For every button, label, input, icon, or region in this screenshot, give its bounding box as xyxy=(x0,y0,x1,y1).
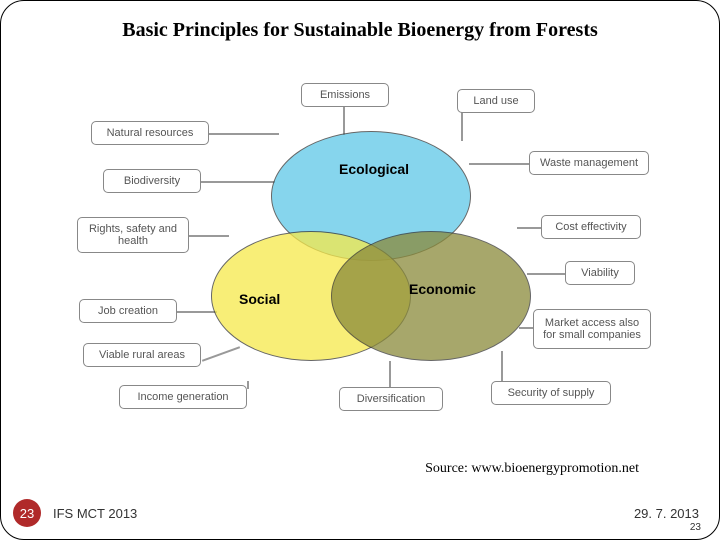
venn-diagram: Ecological Social Economic Emissions Lan… xyxy=(71,81,651,431)
venn-label-ecological: Ecological xyxy=(339,161,409,177)
footer-date: 29. 7. 2013 xyxy=(634,506,699,521)
connector xyxy=(343,107,345,135)
box-diversification: Diversification xyxy=(339,387,443,411)
connector xyxy=(527,273,565,275)
footer-small-number: 23 xyxy=(690,522,701,533)
venn-label-economic: Economic xyxy=(409,281,476,297)
box-cost-effectivity: Cost effectivity xyxy=(541,215,641,239)
connector xyxy=(201,181,275,183)
box-waste-management: Waste management xyxy=(529,151,649,175)
connector xyxy=(461,111,463,141)
box-rights: Rights, safety and health xyxy=(77,217,189,253)
box-security-supply: Security of supply xyxy=(491,381,611,405)
box-emissions: Emissions xyxy=(301,83,389,107)
slide-number-badge: 23 xyxy=(13,499,41,527)
connector xyxy=(501,351,503,381)
connector xyxy=(209,133,279,135)
connector xyxy=(469,163,529,165)
connector xyxy=(177,311,217,313)
box-job-creation: Job creation xyxy=(79,299,177,323)
box-natural-resources: Natural resources xyxy=(91,121,209,145)
venn-label-social: Social xyxy=(239,291,280,307)
slide-title: Basic Principles for Sustainable Bioener… xyxy=(1,19,719,42)
connector xyxy=(189,235,229,237)
connector xyxy=(389,361,391,387)
box-income-generation: Income generation xyxy=(119,385,247,409)
source-text: Source: www.bioenergypromotion.net xyxy=(425,461,639,477)
connector xyxy=(247,381,249,389)
box-viability: Viability xyxy=(565,261,635,285)
box-land-use: Land use xyxy=(457,89,535,113)
box-biodiversity: Biodiversity xyxy=(103,169,201,193)
footer-left: IFS MCT 2013 xyxy=(53,506,137,521)
box-market-access: Market access also for small companies xyxy=(533,309,651,349)
box-viable-rural: Viable rural areas xyxy=(83,343,201,367)
connector xyxy=(202,346,240,362)
slide: Basic Principles for Sustainable Bioener… xyxy=(0,0,720,540)
